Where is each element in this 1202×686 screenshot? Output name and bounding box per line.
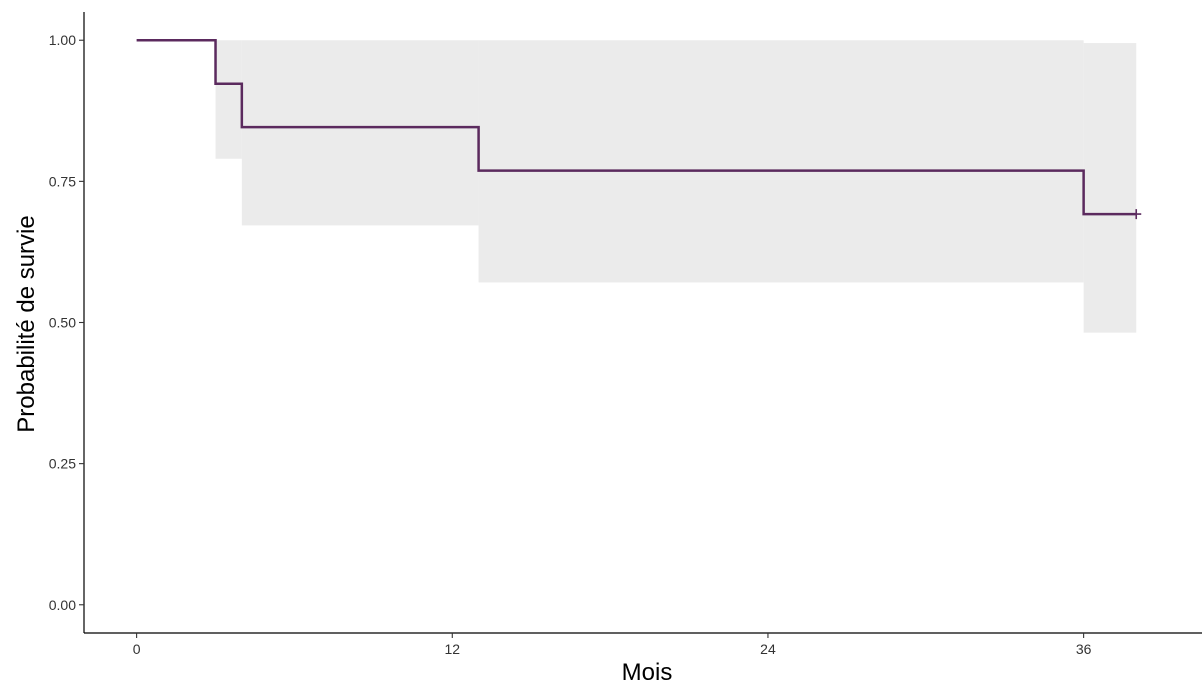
x-tick-label-3: 36 bbox=[1076, 641, 1092, 657]
survival-step-line bbox=[136, 38, 1137, 216]
y-tick-label-2: 0.50 bbox=[49, 315, 76, 331]
y-tick-label-1: 0.25 bbox=[49, 456, 76, 472]
ci-band-segment-3 bbox=[478, 40, 1084, 283]
x-tick-label-1: 12 bbox=[444, 641, 460, 657]
y-axis-title: Probabilité de survie bbox=[13, 215, 40, 432]
x-axis-title: Mois bbox=[622, 659, 673, 686]
x-tick-label-0: 0 bbox=[133, 641, 141, 657]
ci-band-segment-1 bbox=[215, 40, 242, 159]
confidence-band bbox=[215, 40, 1137, 333]
x-tick-label-2: 24 bbox=[760, 641, 776, 657]
survival-curve bbox=[136, 38, 1137, 216]
ci-band-segment-4 bbox=[1083, 43, 1137, 333]
ticks: 0 12 24 36 0.00 0.25 0.50 0.75 1.00 bbox=[49, 32, 1092, 657]
censor-marks bbox=[1131, 209, 1142, 220]
y-tick-label-0: 0.00 bbox=[49, 597, 76, 613]
y-tick-label-3: 0.75 bbox=[49, 173, 76, 189]
ci-band-segment-2 bbox=[241, 40, 479, 226]
y-tick-label-4: 1.00 bbox=[49, 32, 76, 48]
censor-mark-0 bbox=[1131, 209, 1142, 220]
